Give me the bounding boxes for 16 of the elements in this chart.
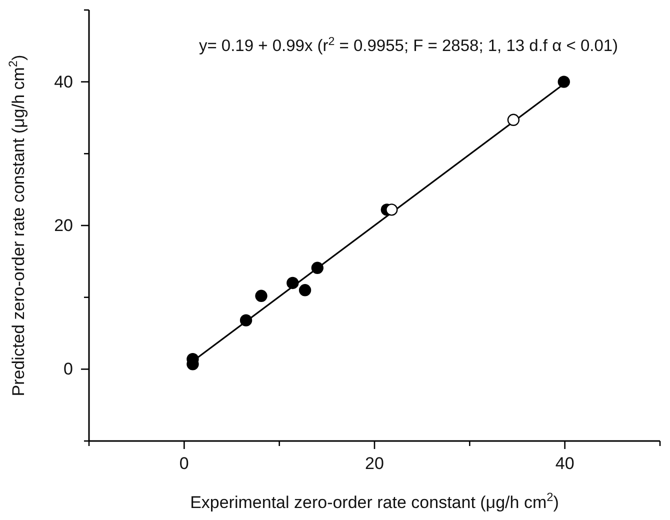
annotation: y= 0.19 + 0.99x (r$^{2}$ = 0.9955; F = 2858; 1, 13 d.f α < 0.01) — [198, 36, 618, 55]
point — [507, 114, 520, 126]
y-tick-label: 40 — [54, 72, 73, 92]
point — [386, 204, 398, 216]
point — [255, 290, 268, 302]
x-tick-label: 20 — [365, 454, 384, 474]
y-tick-label: 20 — [54, 216, 73, 235]
point — [286, 276, 299, 290]
y-tick-label: 0 — [64, 360, 73, 379]
point — [311, 262, 324, 274]
point — [558, 76, 570, 88]
x-tick-label: 40 — [555, 454, 574, 474]
point — [298, 284, 312, 296]
x-tick-label: 0 — [179, 454, 189, 474]
x-axis-title: Experimental zero-order rate constant (μg/h cm$^{2}$) — [190, 490, 559, 512]
point — [240, 314, 252, 326]
